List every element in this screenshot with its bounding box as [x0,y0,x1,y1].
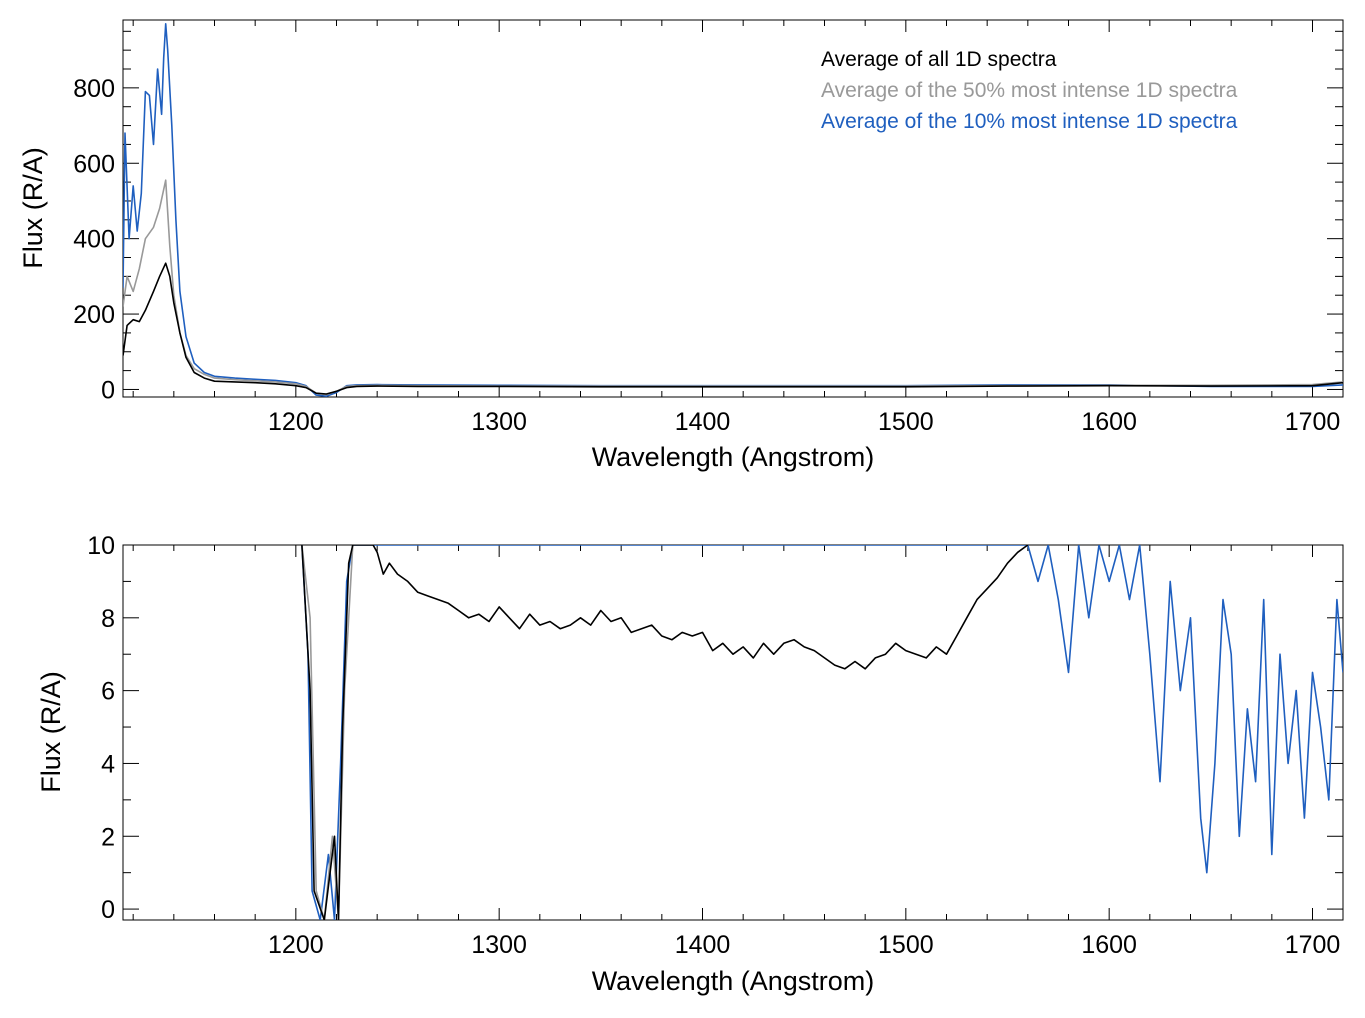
top-x-tick-labels: 1200 1300 1400 1500 1600 1700 [268,408,1340,436]
top-series-group [123,23,1343,397]
top-panel: 1200 1300 1400 1500 1600 1700 0 200 400 600 800 W… [18,19,1344,472]
bottom-y-tick-labels: 0 2 4 6 8 10 [87,532,115,924]
bottom-y-axis-label: Flux (R/A) [36,671,66,793]
x-tick-label: 1300 [471,408,527,436]
legend-entry-all: Average of all 1D spectra [821,48,1057,71]
x-tick-label: 1600 [1081,408,1137,436]
x-tick-label: 1300 [471,931,527,959]
x-tick-label: 1500 [878,931,934,959]
top-x-axis-label: Wavelength (Angstrom) [592,442,875,472]
y-tick-label: 600 [73,150,115,178]
x-tick-label: 1600 [1081,931,1137,959]
x-tick-label: 1500 [878,408,934,436]
series-line-all [301,545,1029,920]
y-tick-label: 200 [73,301,115,329]
legend-entry-top50: Average of the 50% most intense 1D spect… [821,79,1238,102]
bottom-panel: 1200 1300 1400 1500 1600 1700 0 2 4 6 8 10 Wavelen… [36,532,1344,996]
bottom-x-axis-label: Wavelength (Angstrom) [592,966,875,996]
top-y-tick-labels: 0 200 400 600 800 [73,75,115,405]
x-tick-label: 1200 [268,931,324,959]
y-tick-label: 800 [73,75,115,103]
legend: Average of all 1D spectra Average of the… [821,48,1238,133]
bottom-x-tick-labels: 1200 1300 1400 1500 1600 1700 [268,931,1340,959]
top-axis-ticks [123,20,1343,397]
y-tick-label: 0 [101,376,115,404]
bottom-plot-frame [122,544,1344,921]
y-tick-label: 2 [101,823,115,851]
x-tick-label: 1700 [1285,408,1341,436]
x-tick-label: 1700 [1285,931,1341,959]
bottom-axis-ticks [123,544,1343,920]
y-tick-label: 6 [101,678,115,706]
series-line-top50 [123,179,1343,396]
legend-entry-top10: Average of the 10% most intense 1D spect… [821,110,1238,133]
top-y-axis-label: Flux (R/A) [18,147,48,269]
bottom-series-group [301,545,1343,920]
series-line-all [123,262,1343,395]
series-line-top50 [301,545,354,920]
x-tick-label: 1200 [268,408,324,436]
y-tick-label: 10 [87,532,115,560]
y-tick-label: 4 [101,750,115,778]
y-tick-label: 0 [101,896,115,924]
top-plot-frame [122,19,1344,398]
y-tick-label: 8 [101,605,115,633]
y-tick-label: 400 [73,226,115,254]
x-tick-label: 1400 [675,931,731,959]
series-line-top10 [301,545,1343,920]
x-tick-label: 1400 [675,408,731,436]
